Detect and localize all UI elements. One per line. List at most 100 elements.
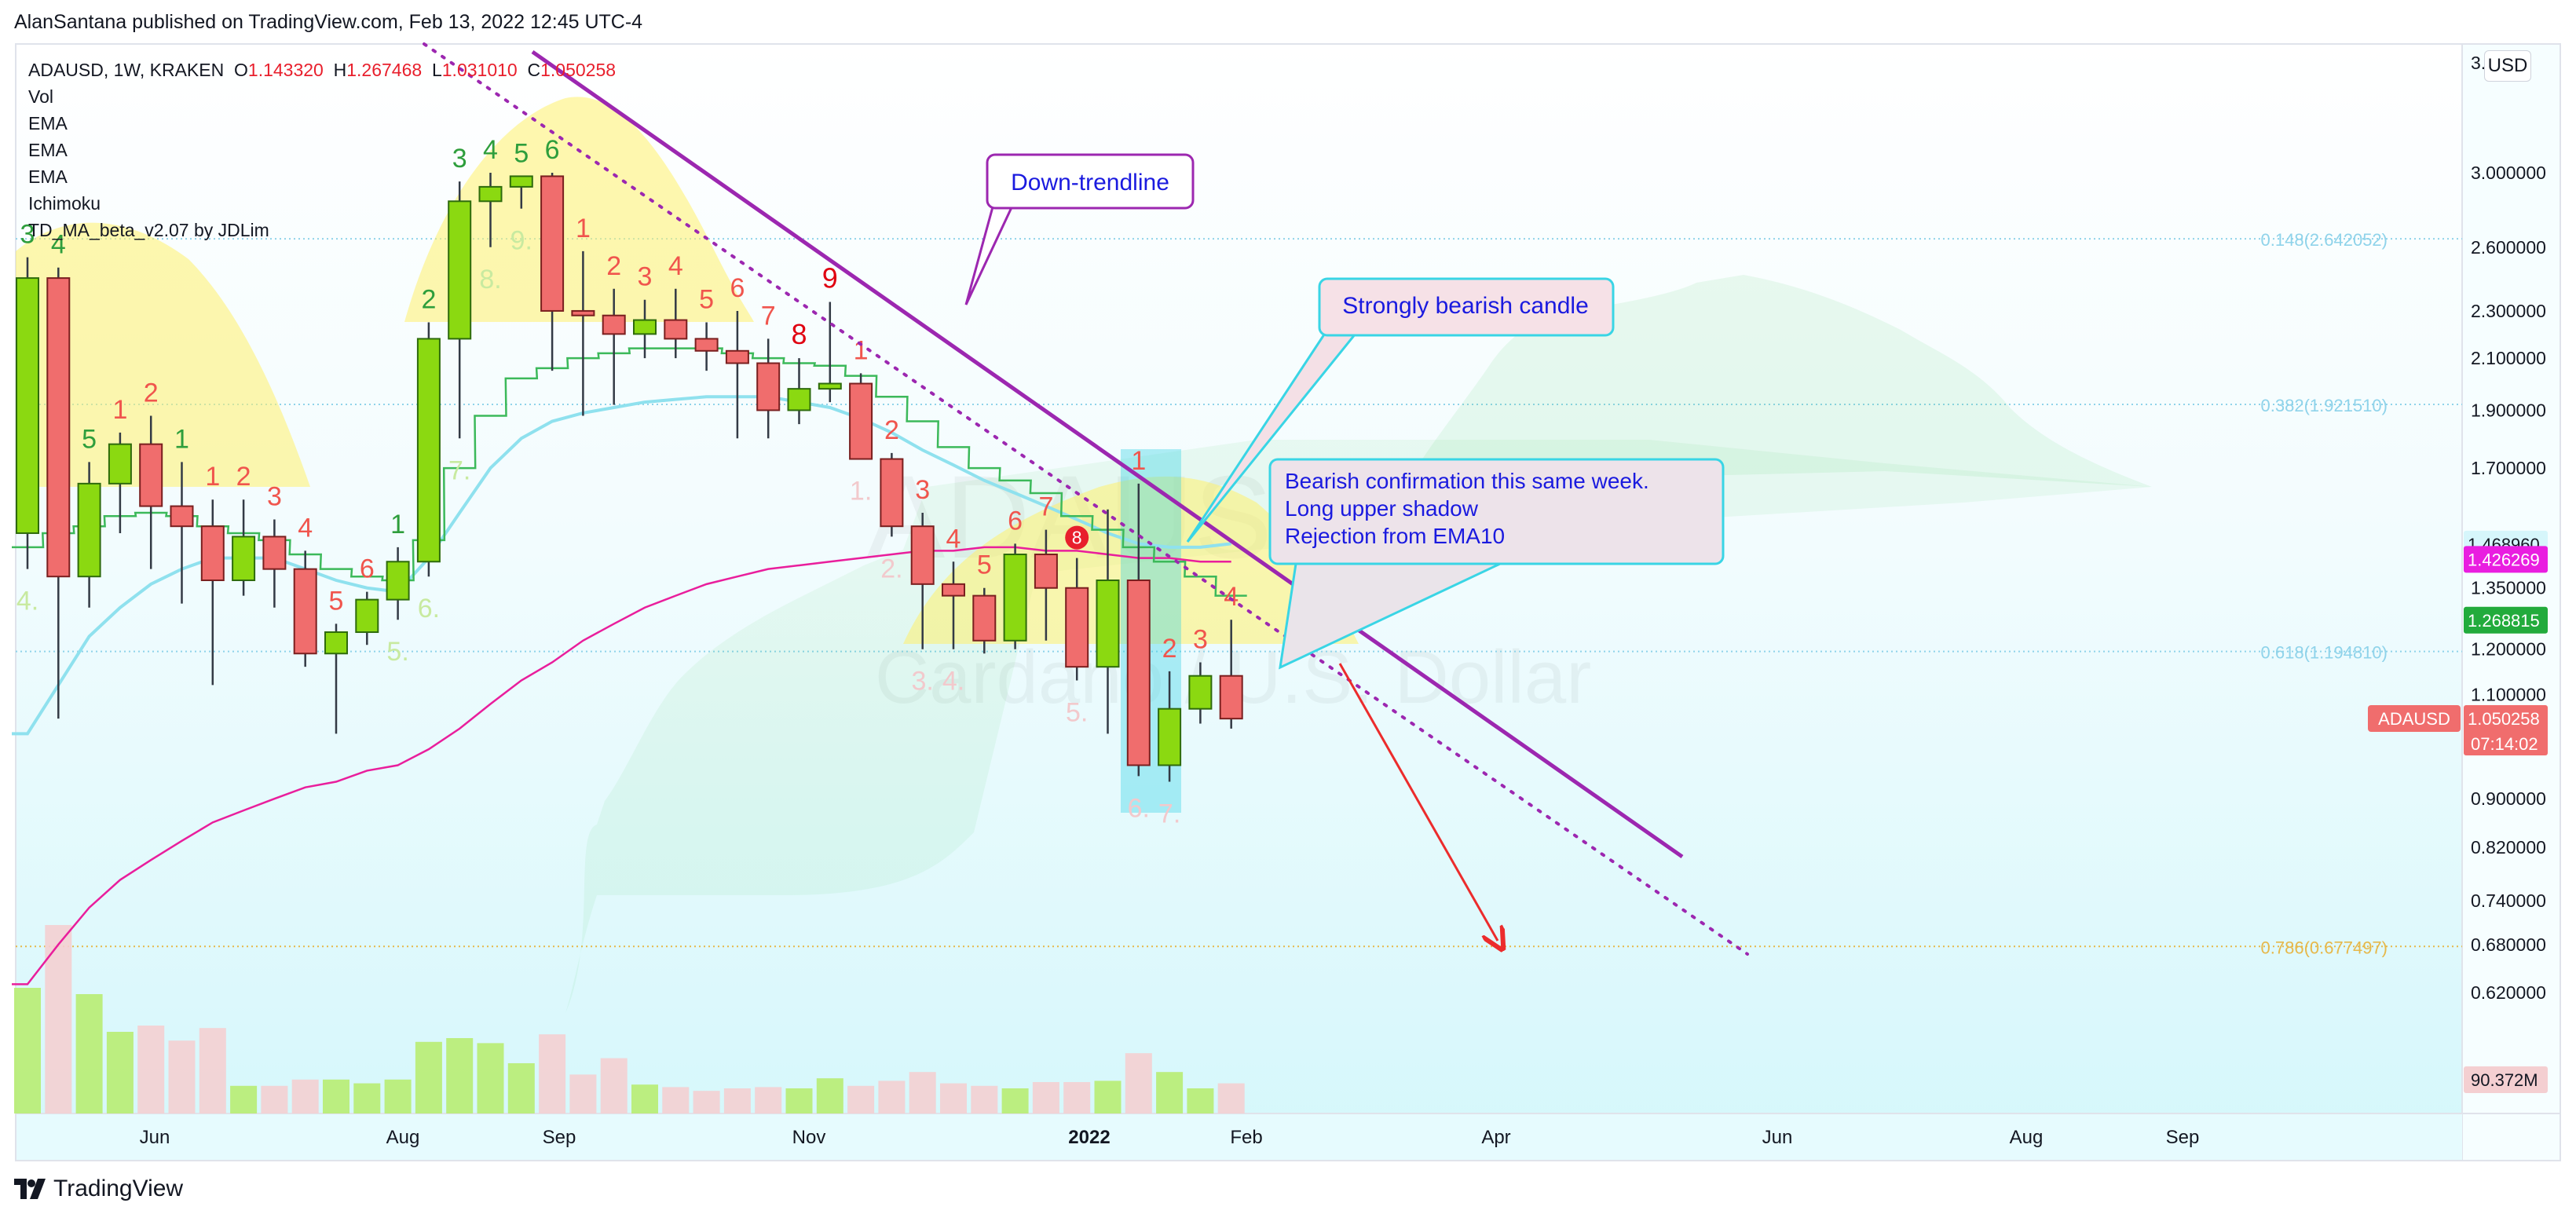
candle-body[interactable] [571,309,595,316]
x-tick-label: Jun [140,1127,170,1148]
x-tick-label: Apr [1481,1127,1510,1148]
td-label: 4 [668,251,683,281]
candle-body[interactable] [1126,580,1151,766]
candle-body[interactable] [416,338,441,563]
td-label: 3 [1193,624,1208,654]
fib-label-1: 0.382(1.921510) [2261,396,2388,415]
legend-indicator-ema-3[interactable]: EMA [28,166,68,187]
candle-body[interactable] [509,175,533,188]
legend-indicator-vol[interactable]: Vol [28,86,53,107]
bearish-candle-callout-box[interactable] [1318,277,1615,337]
candle-body[interactable] [170,505,194,528]
candle-body[interactable] [16,277,39,534]
bearish-candle-callout-text: Strongly bearish candle [1342,293,1589,319]
candle-body[interactable] [77,482,101,578]
candle-body[interactable] [1188,675,1213,710]
candle-body[interactable] [664,319,688,340]
candle-body[interactable] [46,277,71,578]
x-tick-label: Feb [1230,1127,1262,1148]
fib-label-3: 0.786(0.677497) [2261,938,2388,957]
confirmation-line-1: Bearish confirmation this same week. [1285,469,1649,493]
candle-body[interactable] [1034,554,1058,589]
td-label: 6 [360,554,375,584]
volume-bar [45,925,72,1113]
candle-body[interactable] [478,185,503,203]
dotted-trendline[interactable] [423,42,1749,956]
footer-brand[interactable]: TradingView [53,1176,184,1201]
candle-body[interactable] [694,338,719,352]
td-label: 9. [510,226,532,256]
candle-body[interactable] [849,382,873,460]
y-tick-label: 0.900000 [2471,788,2546,809]
symbol-badge-label: ADAUSD [2378,709,2450,729]
legend-indicator-ema-2[interactable]: EMA [28,140,68,160]
legend-indicator-ema-1[interactable]: EMA [28,113,68,133]
down-trendline-callout-box[interactable] [986,153,1195,210]
candle-body[interactable] [725,349,749,364]
candle-body[interactable] [972,594,997,642]
volume-bar [507,1063,535,1113]
ema-fast-line[interactable] [12,347,1247,597]
volume-bar [1217,1083,1245,1113]
footer: TradingView [14,1172,183,1206]
candle-body[interactable] [1003,554,1027,642]
td-label: 8 [1072,528,1082,548]
candle-body[interactable] [787,388,811,411]
candle-body[interactable] [880,458,904,528]
td-label: 4. [16,587,38,616]
candle-body[interactable] [818,382,842,390]
currency-button[interactable]: USD [2484,50,2531,82]
legend-close-label: C [527,60,541,80]
candle-body[interactable] [1096,580,1120,668]
candle-body[interactable] [355,598,379,634]
candle-body[interactable] [1158,708,1182,766]
legend-symbol-row[interactable]: ADAUSD, 1W, KRAKEN O1.143320 H1.267468 L… [28,57,616,83]
volume-bar [446,1038,474,1113]
time-axis[interactable]: Jun Aug Sep Nov 2022 Feb Apr Jun Aug Sep [140,1127,2200,1148]
volume-bar [415,1041,442,1113]
td-label: 4 [483,135,498,165]
td-label: 2 [144,378,159,408]
legend-low: 1.031010 [441,60,518,80]
td-label: 3. [912,667,934,697]
td-label: 2 [421,284,436,314]
legend-indicator-td[interactable]: TD_MA_beta_v2.07 by JDLim [28,220,269,240]
candle-body[interactable] [602,314,626,335]
legend-symbol[interactable]: ADAUSD, 1W, KRAKEN [28,60,225,80]
confirmation-callout-box[interactable] [1268,458,1725,565]
candle-body[interactable] [1219,675,1243,720]
volume-bar [662,1087,690,1113]
y-tick-label: 2.100000 [2471,348,2546,368]
candle-body[interactable] [386,561,410,601]
td-label: 2 [236,462,251,492]
candle-body[interactable] [942,583,965,597]
candle-body[interactable] [293,568,317,655]
publisher-header: AlanSantana published on TradingView.com… [14,11,643,33]
down-trendline[interactable] [531,49,1684,859]
ema-pink-line[interactable] [12,546,1231,985]
candle-body[interactable] [756,362,781,411]
candle-body[interactable] [200,525,225,582]
candle-body[interactable] [910,525,935,585]
legend-indicator-ichimoku[interactable]: Ichimoku [28,193,101,214]
candle-body[interactable] [540,175,565,312]
candle-body[interactable] [108,443,132,485]
legend-high: 1.267468 [346,60,423,80]
volume-bar [75,994,103,1113]
candle-body[interactable] [139,443,163,507]
volume-bar [199,1028,226,1113]
td-label: 8. [479,265,501,294]
projection-arrow[interactable] [1338,663,1498,941]
price-axis[interactable]: 3. 3.000000 2.600000 2.300000 2.100000 1.9000… [2471,53,2546,1003]
candle-body[interactable] [232,536,256,582]
candle-body[interactable] [1065,587,1089,668]
candle-body[interactable] [324,631,348,655]
fibonacci-levels: 0.148(2.642052) 0.382(1.921510) 0.618(1.19… [16,230,2462,957]
volume-bar [323,1079,349,1113]
volume-bar [353,1083,381,1113]
candle-body[interactable] [262,536,287,570]
candle-body[interactable] [448,200,472,340]
y-tick-label: 1.900000 [2471,400,2546,420]
candle-body[interactable] [633,319,657,335]
